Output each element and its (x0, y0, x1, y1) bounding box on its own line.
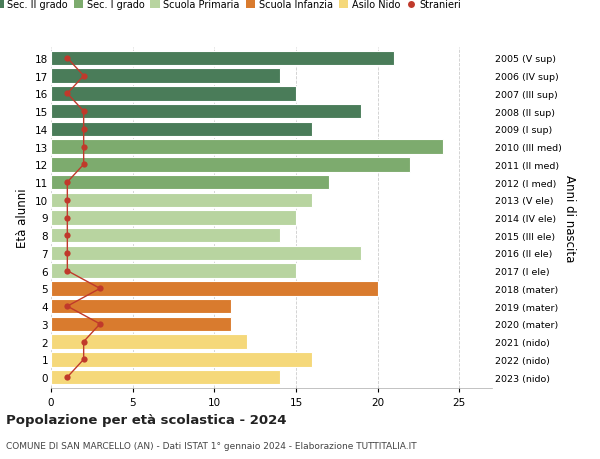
Bar (51, 335, 247, 349)
Bar (51, 87, 296, 101)
Text: COMUNE DI SAN MARCELLO (AN) - Dati ISTAT 1° gennaio 2024 - Elaborazione TUTTITAL: COMUNE DI SAN MARCELLO (AN) - Dati ISTAT… (6, 441, 416, 450)
Bar (51, 122, 313, 137)
Bar (51, 211, 296, 225)
Bar (51, 229, 280, 243)
Bar (51, 193, 313, 207)
Bar (51, 140, 443, 155)
Bar (51, 264, 296, 278)
Bar (51, 281, 377, 296)
Y-axis label: Età alunni: Età alunni (16, 188, 29, 248)
Bar (51, 353, 313, 367)
Bar (51, 246, 361, 261)
Text: Popolazione per età scolastica - 2024: Popolazione per età scolastica - 2024 (6, 413, 287, 426)
Bar (51, 105, 361, 119)
Bar (51, 175, 329, 190)
Legend: Sec. II grado, Sec. I grado, Scuola Primaria, Scuola Infanzia, Asilo Nido, Stran: Sec. II grado, Sec. I grado, Scuola Prim… (0, 0, 461, 11)
Bar (51, 370, 280, 385)
Bar (51, 158, 410, 172)
Bar (51, 51, 394, 66)
Bar (51, 69, 280, 84)
Bar (51, 317, 230, 331)
Y-axis label: Anni di nascita: Anni di nascita (563, 174, 575, 262)
Bar (51, 299, 230, 314)
